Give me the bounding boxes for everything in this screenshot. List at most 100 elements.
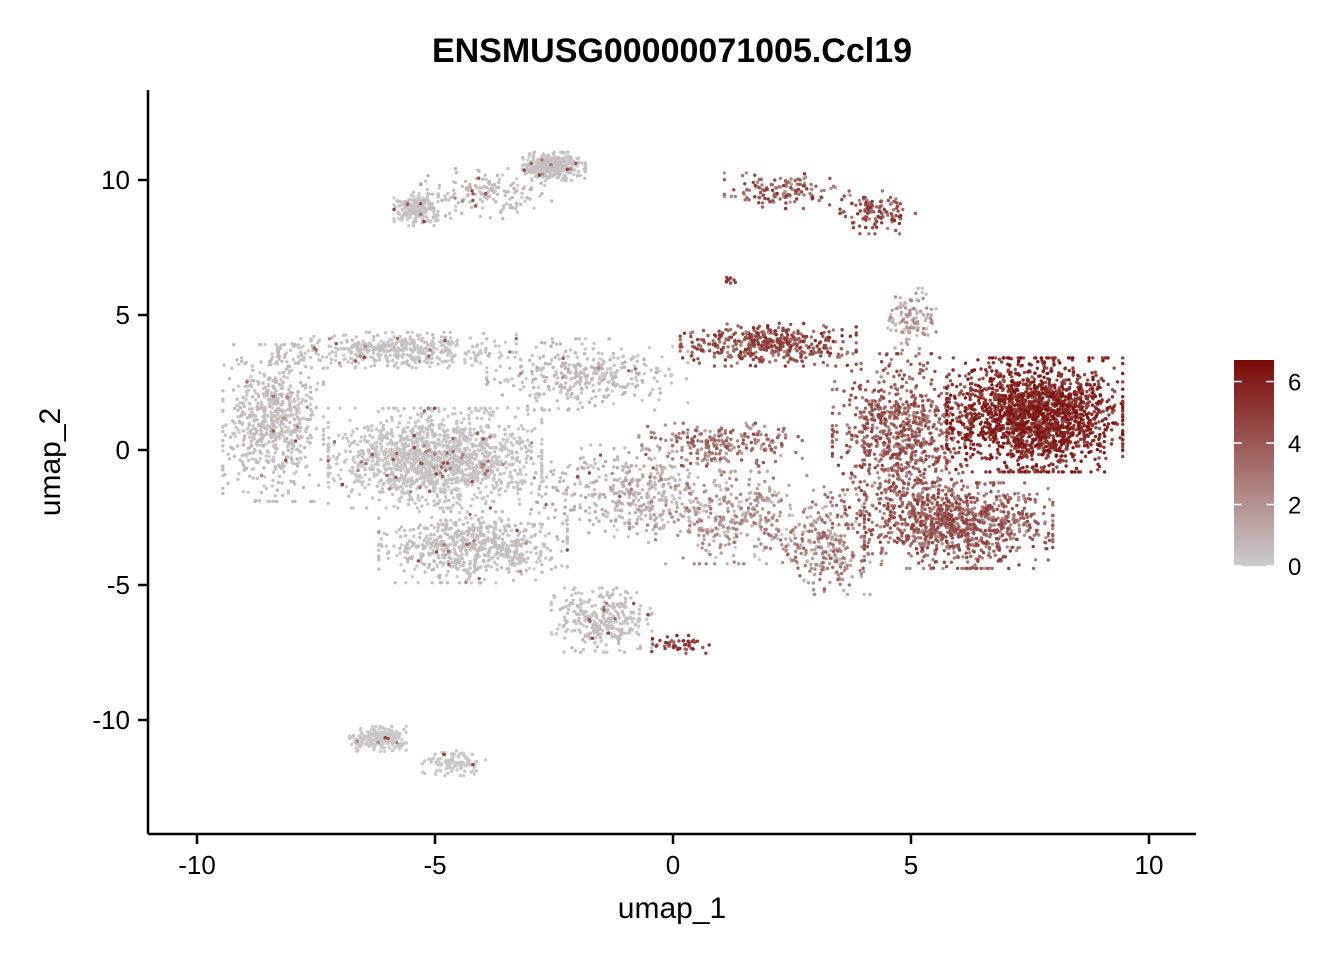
data-point bbox=[671, 344, 675, 349]
data-point bbox=[378, 358, 382, 362]
data-point bbox=[591, 629, 595, 633]
data-point bbox=[401, 466, 405, 470]
data-point bbox=[635, 378, 639, 383]
data-point bbox=[441, 418, 445, 422]
data-point bbox=[476, 486, 481, 490]
data-point bbox=[295, 394, 300, 398]
data-point bbox=[564, 598, 569, 603]
data-point bbox=[432, 223, 436, 228]
data-point bbox=[455, 421, 459, 425]
data-point bbox=[525, 164, 529, 169]
data-point bbox=[474, 438, 478, 442]
data-point bbox=[593, 649, 597, 653]
data-point bbox=[555, 399, 559, 403]
data-point bbox=[397, 528, 401, 532]
data-point bbox=[542, 183, 547, 188]
data-point bbox=[565, 535, 569, 539]
data-point bbox=[455, 574, 459, 579]
data-point bbox=[281, 380, 285, 384]
data-point bbox=[593, 404, 597, 408]
data-point bbox=[544, 174, 549, 178]
data-point bbox=[564, 472, 568, 476]
data-point bbox=[442, 407, 447, 411]
data-point bbox=[493, 434, 497, 439]
data-point bbox=[536, 454, 541, 459]
data-point bbox=[526, 412, 530, 416]
data-point bbox=[342, 353, 346, 357]
data-point bbox=[252, 436, 256, 440]
data-point bbox=[293, 423, 297, 427]
data-point bbox=[569, 178, 573, 183]
data-point bbox=[408, 416, 413, 420]
data-point bbox=[424, 498, 428, 502]
data-point bbox=[636, 624, 641, 628]
data-point bbox=[495, 458, 499, 462]
data-point bbox=[780, 532, 784, 537]
data-point bbox=[468, 200, 472, 204]
data-point bbox=[440, 762, 444, 766]
data-point bbox=[390, 415, 394, 420]
data-point bbox=[391, 358, 395, 363]
data-point bbox=[924, 292, 928, 296]
data-point bbox=[273, 446, 278, 451]
data-point bbox=[452, 188, 456, 193]
data-point bbox=[461, 538, 465, 542]
data-point bbox=[359, 435, 363, 439]
data-point bbox=[388, 348, 392, 353]
data-point bbox=[439, 756, 443, 761]
data-point bbox=[493, 445, 497, 450]
data-point bbox=[299, 358, 303, 362]
data-point bbox=[524, 560, 529, 564]
data-point bbox=[619, 622, 623, 626]
data-point bbox=[547, 167, 551, 171]
data-point bbox=[375, 440, 379, 444]
data-point bbox=[540, 480, 544, 484]
data-point bbox=[479, 425, 483, 429]
data-point bbox=[611, 465, 616, 469]
data-point bbox=[438, 487, 443, 491]
data-point bbox=[384, 506, 388, 510]
data-point bbox=[403, 555, 407, 559]
data-point bbox=[279, 378, 283, 382]
data-point bbox=[349, 441, 354, 446]
data-point bbox=[638, 618, 642, 622]
data-point bbox=[395, 447, 400, 451]
data-point bbox=[379, 347, 383, 351]
data-point bbox=[372, 747, 376, 752]
data-point bbox=[431, 548, 435, 553]
data-point bbox=[532, 427, 537, 431]
data-point bbox=[518, 530, 522, 534]
data-point bbox=[307, 473, 311, 477]
data-point bbox=[717, 483, 722, 487]
data-point bbox=[408, 528, 412, 532]
data-point bbox=[523, 528, 527, 532]
data-point bbox=[595, 645, 599, 649]
data-point bbox=[505, 439, 509, 444]
data-point bbox=[339, 341, 343, 345]
data-point bbox=[558, 342, 563, 346]
data-point bbox=[804, 529, 808, 533]
data-point bbox=[440, 343, 445, 348]
data-point bbox=[558, 476, 563, 480]
data-point bbox=[235, 397, 239, 401]
data-point bbox=[611, 601, 616, 605]
data-point bbox=[415, 506, 420, 510]
data-point bbox=[498, 350, 502, 355]
data-point bbox=[492, 531, 496, 536]
data-point bbox=[497, 177, 502, 182]
data-point bbox=[630, 620, 634, 624]
data-point bbox=[246, 431, 250, 435]
data-point bbox=[597, 627, 602, 632]
data-point bbox=[401, 453, 405, 457]
data-point bbox=[265, 449, 270, 453]
data-point bbox=[390, 748, 395, 753]
data-point bbox=[405, 547, 409, 551]
data-point bbox=[398, 414, 403, 418]
data-point bbox=[400, 341, 404, 345]
data-point bbox=[291, 442, 295, 447]
data-point bbox=[269, 391, 274, 395]
data-point bbox=[605, 387, 610, 391]
data-point bbox=[383, 436, 388, 440]
data-point bbox=[458, 434, 463, 438]
data-point bbox=[449, 518, 453, 522]
